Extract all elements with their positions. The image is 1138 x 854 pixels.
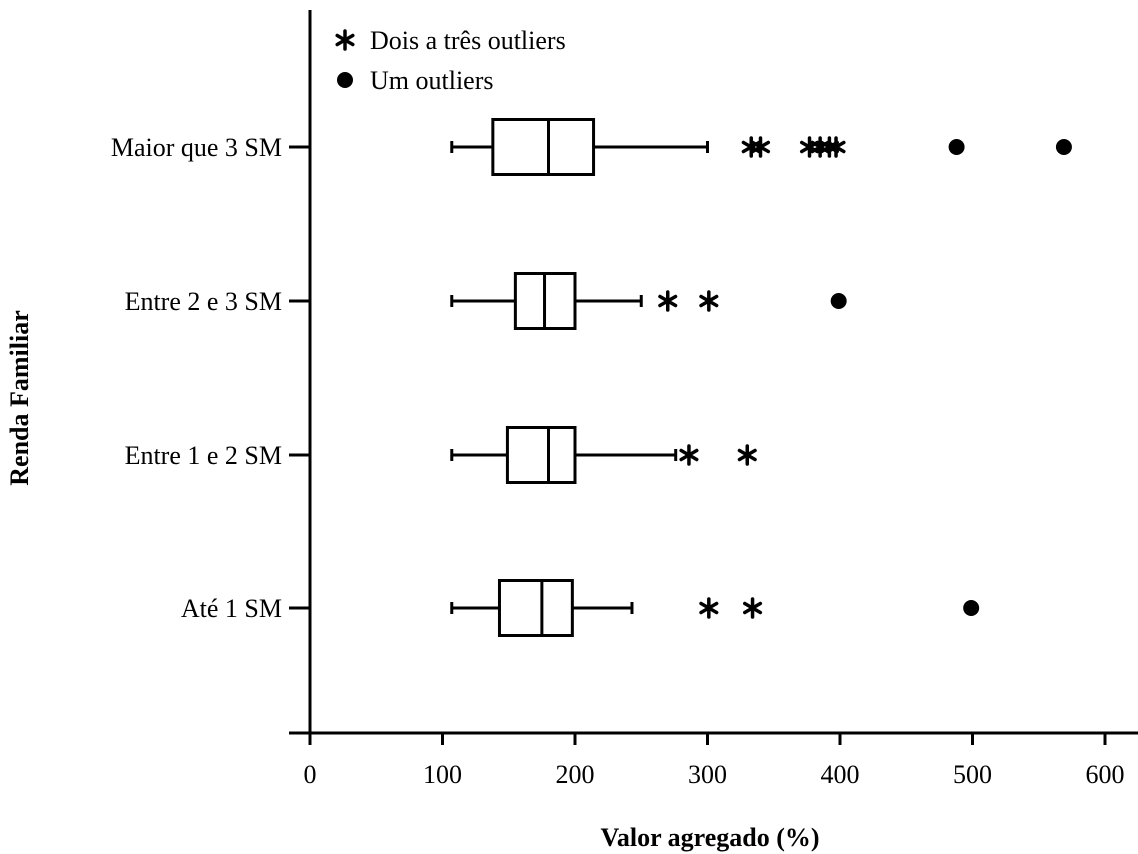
- x-tick-label: 100: [423, 760, 462, 789]
- outlier-asterisk: [737, 444, 757, 466]
- asterisk-stroke: [658, 294, 678, 308]
- outlier-circle: [963, 600, 980, 616]
- legend-label: Um outliers: [370, 66, 494, 95]
- category-label: Maior que 3 SM: [111, 133, 282, 162]
- legend: Dois a três outliers Um outliers: [335, 26, 566, 95]
- box-0: [450, 118, 1072, 176]
- outlier-asterisk: [750, 136, 771, 158]
- axes: 0 100 200 300 400 500 600 Maior que 3 SM Entre 2…: [111, 10, 1138, 789]
- asterisk-stroke: [699, 601, 719, 615]
- outlier-asterisk: [699, 597, 719, 619]
- outlier-asterisk: [741, 136, 761, 158]
- y-axis-title: Renda Familiar: [5, 310, 34, 486]
- x-axis-title: Valor agregado (%): [600, 823, 819, 852]
- asterisk-stroke: [750, 140, 771, 154]
- category-label: Entre 1 e 2 SM: [125, 441, 282, 470]
- box-iqr: [491, 118, 596, 176]
- x-tick-label: 200: [556, 760, 595, 789]
- x-tick-label: 400: [821, 760, 860, 789]
- outlier-asterisk: [826, 136, 846, 158]
- x-tick-label: 300: [688, 760, 727, 789]
- category-label: Entre 2 e 3 SM: [125, 287, 282, 316]
- legend-label: Dois a três outliers: [370, 26, 566, 55]
- box-3: [450, 579, 980, 637]
- x-tick-label: 500: [953, 760, 992, 789]
- outlier-asterisk: [743, 597, 763, 619]
- outlier-asterisk: [799, 136, 820, 158]
- outlier-asterisk: [679, 444, 699, 466]
- box-iqr: [497, 579, 574, 637]
- x-tick-label: 0: [304, 760, 317, 789]
- asterisk-stroke: [737, 448, 757, 462]
- box-2: [450, 426, 757, 484]
- box-iqr: [505, 426, 577, 484]
- x-tick-label: 600: [1086, 760, 1125, 789]
- outlier-asterisk: [810, 136, 830, 158]
- outlier-circle: [948, 139, 965, 155]
- asterisk-stroke: [679, 448, 699, 462]
- outlier-circle: [830, 293, 847, 309]
- box-1: [450, 272, 847, 330]
- outlier-asterisk: [658, 290, 678, 312]
- boxes: [450, 118, 1072, 637]
- legend-circle-icon: [337, 72, 353, 88]
- asterisk-stroke: [335, 33, 355, 47]
- asterisk-stroke: [699, 294, 719, 308]
- legend-asterisk-icon: [335, 29, 355, 51]
- outlier-asterisk: [699, 290, 719, 312]
- asterisk-stroke: [826, 140, 846, 154]
- asterisk-stroke: [743, 601, 763, 615]
- outlier-circle: [1055, 139, 1072, 155]
- category-label: Até 1 SM: [181, 594, 282, 623]
